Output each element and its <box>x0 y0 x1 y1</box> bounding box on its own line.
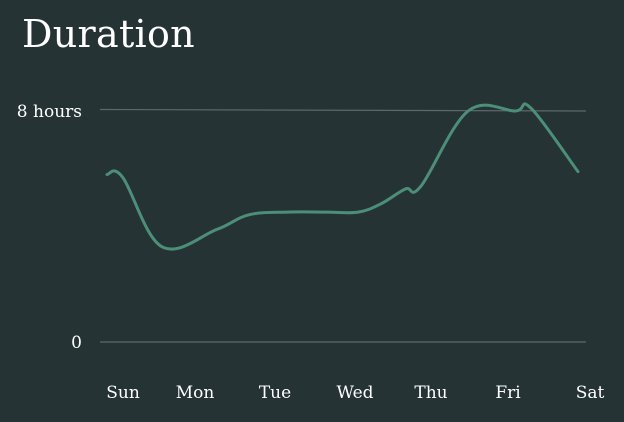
series-line-0 <box>105 102 580 251</box>
chart-title: Duration <box>22 12 195 56</box>
x-tick-label-thu: Thu <box>414 383 447 403</box>
x-axis-ticks: Sun Mon Tue Wed Thu Fri Sat <box>106 383 604 403</box>
x-tick-label-tue: Tue <box>259 383 291 403</box>
y-tick-label: 8 hours <box>17 102 82 122</box>
x-tick-label-mon: Mon <box>176 383 215 403</box>
y-tick-label: 0 <box>71 333 82 353</box>
series-layer <box>105 102 580 251</box>
x-tick-label-sat: Sat <box>576 383 605 403</box>
grid-layer <box>99 108 587 343</box>
y-axis-ticks: 0 8 hours <box>17 102 82 353</box>
x-tick-label-fri: Fri <box>495 383 521 403</box>
gridline-1 <box>99 108 587 112</box>
x-tick-label-wed: Wed <box>336 383 373 403</box>
x-tick-label-sun: Sun <box>106 383 140 403</box>
